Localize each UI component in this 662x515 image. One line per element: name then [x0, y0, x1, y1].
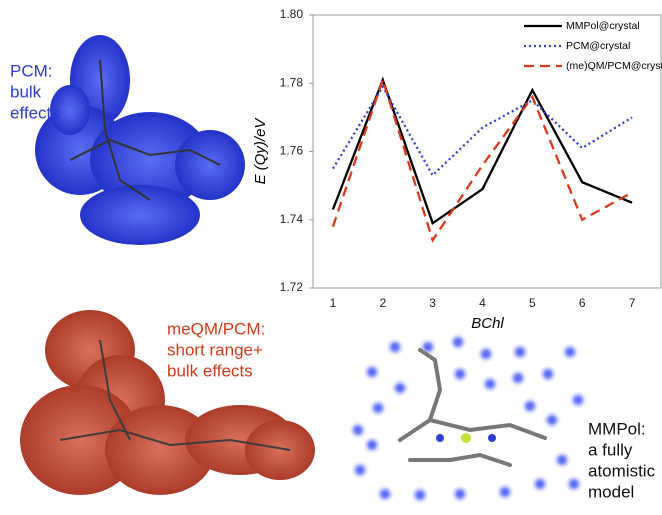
series-line — [331, 84, 633, 178]
x-tick-label: 7 — [629, 296, 636, 310]
panel-caption: PCM: — [10, 61, 53, 80]
x-tick-label: 2 — [379, 296, 386, 310]
mmpol-image — [348, 332, 588, 505]
series-line — [331, 76, 633, 225]
plot: 1.72 1.74 1.76 1.78 1.80 1 2 3 4 5 6 7 BChl E (Qy)/eV… — [252, 7, 662, 332]
x-tick-label: 1 — [330, 296, 337, 310]
legend-label: (me)QM/PCM@crystal — [566, 60, 662, 72]
pcm-surface-image — [35, 35, 245, 245]
n-atom — [436, 434, 444, 442]
y-tick-label: 1.80 — [280, 7, 304, 21]
panel-caption: bulk effects — [167, 361, 253, 380]
x-tick-label: 5 — [529, 296, 536, 310]
panel-caption: MMPol: — [588, 419, 646, 438]
x-axis-label: BChl — [471, 315, 504, 332]
series-line — [331, 76, 633, 243]
panel-caption: bulk — [10, 82, 42, 101]
panel-caption: atomistic — [588, 461, 656, 480]
mg-atom — [461, 433, 471, 443]
y-tick-label: 1.76 — [280, 144, 304, 158]
y-tick-label: 1.74 — [280, 212, 304, 226]
y-tick-label: 1.78 — [280, 75, 304, 89]
panel-caption: short range+ — [167, 340, 263, 359]
legend-label: MMPol@crystal — [566, 20, 640, 32]
panel-caption: meQM/PCM: — [167, 319, 265, 338]
x-tick-label: 6 — [579, 296, 586, 310]
panel-caption: a fully — [588, 440, 633, 459]
meqm-surface-image — [20, 310, 315, 495]
legend-label: PCM@crystal — [566, 40, 630, 52]
x-tick-label: 3 — [429, 296, 436, 310]
x-tick-label: 4 — [479, 296, 486, 310]
y-tick-label: 1.72 — [280, 280, 304, 294]
y-axis-label: E (Qy)/eV — [252, 117, 269, 185]
panel-caption: model — [588, 482, 634, 501]
panel-caption: effects — [10, 103, 60, 122]
n-atom — [488, 434, 496, 442]
plot-frame — [312, 14, 662, 289]
